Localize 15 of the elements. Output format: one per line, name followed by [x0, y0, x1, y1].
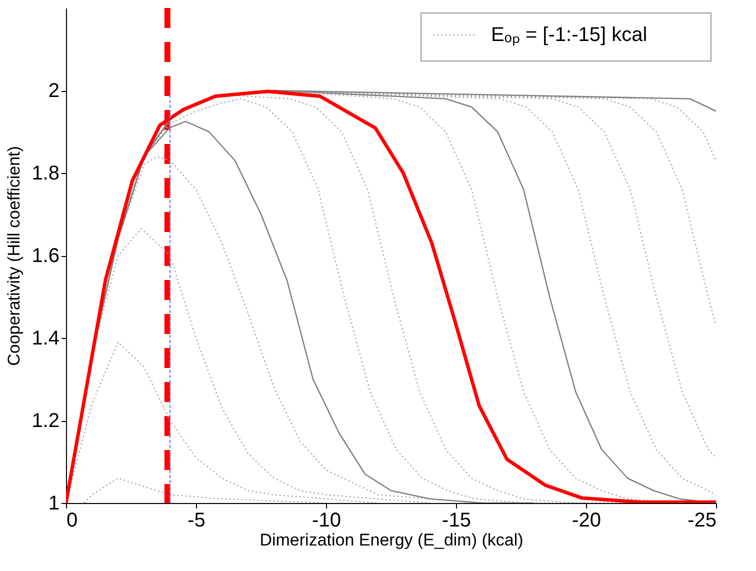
- y-tick-label: 1.4: [32, 328, 60, 350]
- x-tick-label: -25: [688, 510, 716, 532]
- x-tick-label: -10: [312, 510, 341, 532]
- x-tick-label: 0: [66, 510, 78, 532]
- x-tick-label: -20: [572, 510, 601, 532]
- y-tick-label: 2: [48, 80, 60, 102]
- legend-label: Eₒₚ = [-1:-15] kcal: [491, 24, 648, 46]
- x-tick-label: -5: [188, 510, 206, 532]
- y-tick-label: 1.8: [32, 162, 60, 184]
- y-tick-label: 1.2: [32, 410, 60, 432]
- y-tick-label: 1: [48, 492, 60, 514]
- x-axis-title: Dimerization Energy (E_dim) (kcal): [260, 530, 524, 550]
- y-axis-title: Cooperativity (Hill coefficient): [4, 146, 24, 366]
- x-tick-label: -15: [442, 510, 471, 532]
- y-tick-label: 1.6: [32, 245, 60, 267]
